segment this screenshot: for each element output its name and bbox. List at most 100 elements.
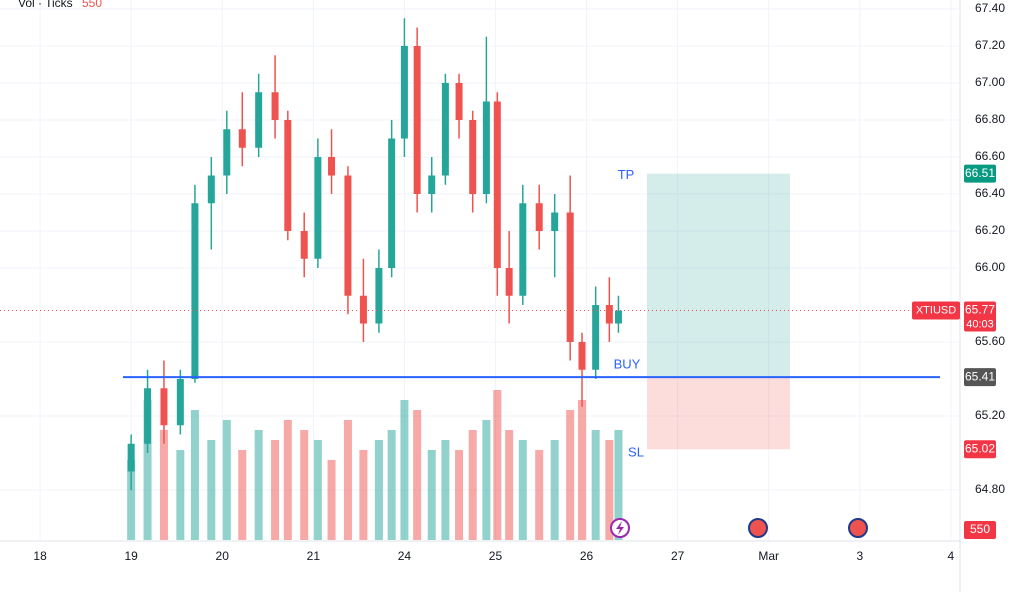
x-tick-label: 4: [948, 549, 955, 563]
volume-label: Vol · Ticks: [18, 0, 73, 10]
y-tick-label: 67.20: [975, 38, 1005, 52]
candle-body: [551, 212, 559, 231]
candle-body: [493, 101, 501, 268]
candle-body: [535, 203, 543, 231]
candle-body: [314, 157, 322, 259]
volume-bar: [283, 420, 292, 540]
entry-price-tag: 65.41: [965, 369, 995, 383]
candle-body: [328, 157, 336, 176]
candle-body: [359, 295, 367, 324]
candle-body: [271, 92, 279, 120]
volume-bar: [374, 440, 383, 540]
x-tick-label: 21: [307, 549, 321, 563]
volume-tag: 550: [970, 522, 990, 536]
candle-body: [160, 388, 168, 426]
entry-price-tag-bg: [964, 368, 996, 387]
take-profit-zone: [647, 173, 790, 378]
stop-loss-zone: [647, 377, 790, 450]
symbol-tag: XTIUSD: [916, 304, 956, 316]
candle-body: [441, 83, 449, 176]
volume-bar: [127, 460, 136, 540]
candle-body: [191, 203, 199, 379]
y-tick-label: 66.20: [975, 223, 1005, 237]
x-tick-label: 3: [856, 549, 863, 563]
volume-bar: [327, 460, 336, 540]
volume-bar: [535, 450, 544, 540]
candle-body: [614, 310, 622, 324]
tp-price-tag: 66.51: [965, 166, 995, 180]
candle-body: [605, 305, 613, 324]
volume-bar: [455, 450, 464, 540]
volume-bar: [254, 430, 263, 540]
y-tick-label: 66.00: [975, 260, 1005, 274]
tp-label: TP: [618, 167, 635, 182]
y-tick-label: 66.40: [975, 186, 1005, 200]
last-price-tag-bg: [964, 301, 996, 332]
volume-bar: [400, 400, 409, 540]
candle-body: [428, 175, 436, 194]
volume-bar: [238, 450, 247, 540]
y-tick-label: 66.60: [975, 149, 1005, 163]
candle-body: [592, 305, 600, 370]
x-tick-label: 26: [580, 549, 594, 563]
candle-body: [238, 129, 246, 148]
candle-body: [284, 120, 292, 231]
flag-icon[interactable]: [748, 518, 768, 538]
candle-body: [566, 212, 574, 342]
volume-tag-bg: [964, 521, 996, 539]
x-tick-label: 27: [671, 549, 685, 563]
candle-body: [127, 443, 135, 472]
volume-bar: [550, 440, 559, 540]
volume-bar: [143, 400, 152, 540]
x-tick-label: 24: [398, 549, 412, 563]
last-price-tag: 65.77: [965, 303, 995, 317]
candle-body: [375, 268, 383, 324]
x-tick-label: 19: [124, 549, 138, 563]
lightning: [616, 521, 624, 535]
volume-bar: [518, 440, 527, 540]
candle-body: [578, 342, 586, 370]
x-tick-label: Mar: [758, 549, 779, 563]
sl-label: SL: [628, 445, 644, 460]
volume-bar: [566, 410, 575, 540]
volume-bar: [591, 430, 600, 540]
y-tick-label: 64.80: [975, 482, 1005, 496]
flag-icon[interactable]: [848, 518, 868, 538]
volume-bar: [222, 420, 231, 540]
candle-body: [469, 120, 477, 194]
volume-bar: [300, 430, 309, 540]
volume-bar: [359, 450, 368, 540]
volume-bar: [614, 430, 623, 540]
candle-body: [388, 138, 396, 268]
volume-bar: [313, 440, 322, 540]
volume-bar: [190, 410, 199, 540]
volume-bar: [505, 430, 514, 540]
candle-body: [300, 231, 308, 259]
symbol-tag-bg: [912, 301, 960, 320]
candle-body: [400, 46, 408, 139]
x-tick-label: 20: [216, 549, 230, 563]
volume-bar: [387, 430, 396, 540]
event-icons: [610, 518, 868, 538]
candle-body: [455, 83, 463, 120]
candle-body: [255, 92, 263, 148]
volume-bar: [207, 440, 216, 540]
volume-bar: [482, 420, 491, 540]
y-tick-label: 65.20: [975, 408, 1005, 422]
volume-bar: [343, 420, 352, 540]
tp-price-tag-bg: [964, 164, 996, 183]
volume-bar: [578, 400, 587, 540]
volume-value: 550: [82, 0, 102, 10]
buy-label: BUY: [614, 357, 641, 372]
volume-bar: [413, 410, 422, 540]
volume-bar: [427, 450, 436, 540]
volume-bar: [468, 430, 477, 540]
y-tick-label: 65.60: [975, 334, 1005, 348]
volume-bar: [159, 430, 168, 540]
candle-body: [344, 175, 352, 296]
volume-bar: [441, 440, 450, 540]
x-tick-label: 18: [33, 549, 47, 563]
y-tick-label: 67.40: [975, 1, 1005, 15]
volume-bar: [271, 440, 280, 540]
